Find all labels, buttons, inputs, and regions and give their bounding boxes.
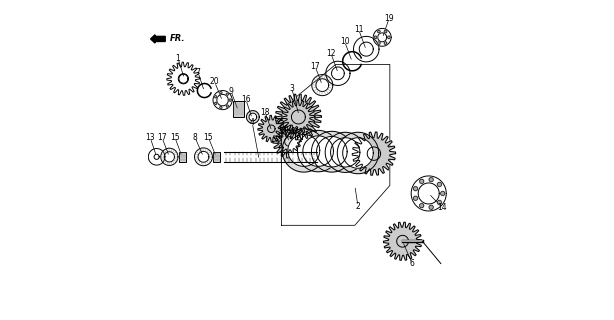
Polygon shape — [249, 113, 257, 121]
Polygon shape — [352, 132, 395, 175]
Circle shape — [229, 99, 231, 101]
Circle shape — [220, 107, 222, 109]
FancyArrow shape — [150, 35, 165, 43]
Bar — [212, 152, 220, 162]
Circle shape — [413, 187, 418, 191]
Polygon shape — [384, 222, 422, 260]
Polygon shape — [288, 134, 320, 166]
Text: 3: 3 — [289, 84, 294, 93]
Circle shape — [220, 92, 222, 94]
Text: 18: 18 — [260, 108, 270, 117]
Text: 12: 12 — [326, 49, 336, 58]
Polygon shape — [282, 129, 325, 172]
Polygon shape — [330, 138, 360, 167]
Text: 20: 20 — [210, 77, 219, 86]
Circle shape — [214, 96, 217, 98]
Text: 1: 1 — [176, 53, 181, 62]
Text: 10: 10 — [340, 37, 349, 46]
Polygon shape — [317, 136, 347, 167]
Circle shape — [378, 42, 380, 44]
Text: 11: 11 — [354, 25, 363, 34]
Polygon shape — [246, 111, 259, 123]
Polygon shape — [325, 132, 365, 172]
Circle shape — [387, 36, 391, 39]
Polygon shape — [297, 130, 339, 172]
Circle shape — [384, 30, 387, 33]
Circle shape — [384, 42, 387, 44]
Text: 6: 6 — [410, 259, 414, 268]
Text: 4: 4 — [250, 118, 255, 127]
Circle shape — [226, 93, 228, 95]
Circle shape — [441, 191, 445, 196]
Text: 13: 13 — [146, 133, 155, 142]
Text: 14: 14 — [438, 203, 447, 212]
Polygon shape — [276, 94, 321, 140]
Bar — [179, 152, 185, 162]
Text: 9: 9 — [229, 87, 233, 96]
Circle shape — [378, 30, 380, 33]
Circle shape — [214, 102, 217, 105]
Text: FR.: FR. — [169, 34, 185, 43]
Text: 8: 8 — [192, 132, 197, 141]
Text: 19: 19 — [384, 14, 394, 23]
Text: 15: 15 — [170, 132, 179, 141]
Text: 5: 5 — [280, 118, 284, 127]
Circle shape — [429, 205, 433, 209]
Polygon shape — [303, 136, 333, 166]
Circle shape — [226, 105, 228, 107]
Circle shape — [437, 182, 441, 187]
Polygon shape — [343, 138, 373, 168]
Text: 17: 17 — [310, 61, 320, 70]
Circle shape — [413, 196, 418, 200]
Polygon shape — [311, 131, 352, 172]
Polygon shape — [273, 125, 306, 158]
Circle shape — [437, 200, 441, 204]
Circle shape — [419, 179, 424, 183]
Polygon shape — [337, 132, 379, 174]
Circle shape — [429, 178, 433, 182]
Text: 2: 2 — [356, 202, 360, 211]
Text: 17: 17 — [157, 133, 167, 142]
Text: 7: 7 — [196, 68, 201, 77]
Circle shape — [374, 36, 377, 39]
Text: 15: 15 — [203, 132, 213, 141]
Polygon shape — [258, 116, 285, 142]
Bar — [233, 101, 244, 117]
Text: 16: 16 — [241, 95, 251, 104]
Circle shape — [419, 204, 424, 208]
